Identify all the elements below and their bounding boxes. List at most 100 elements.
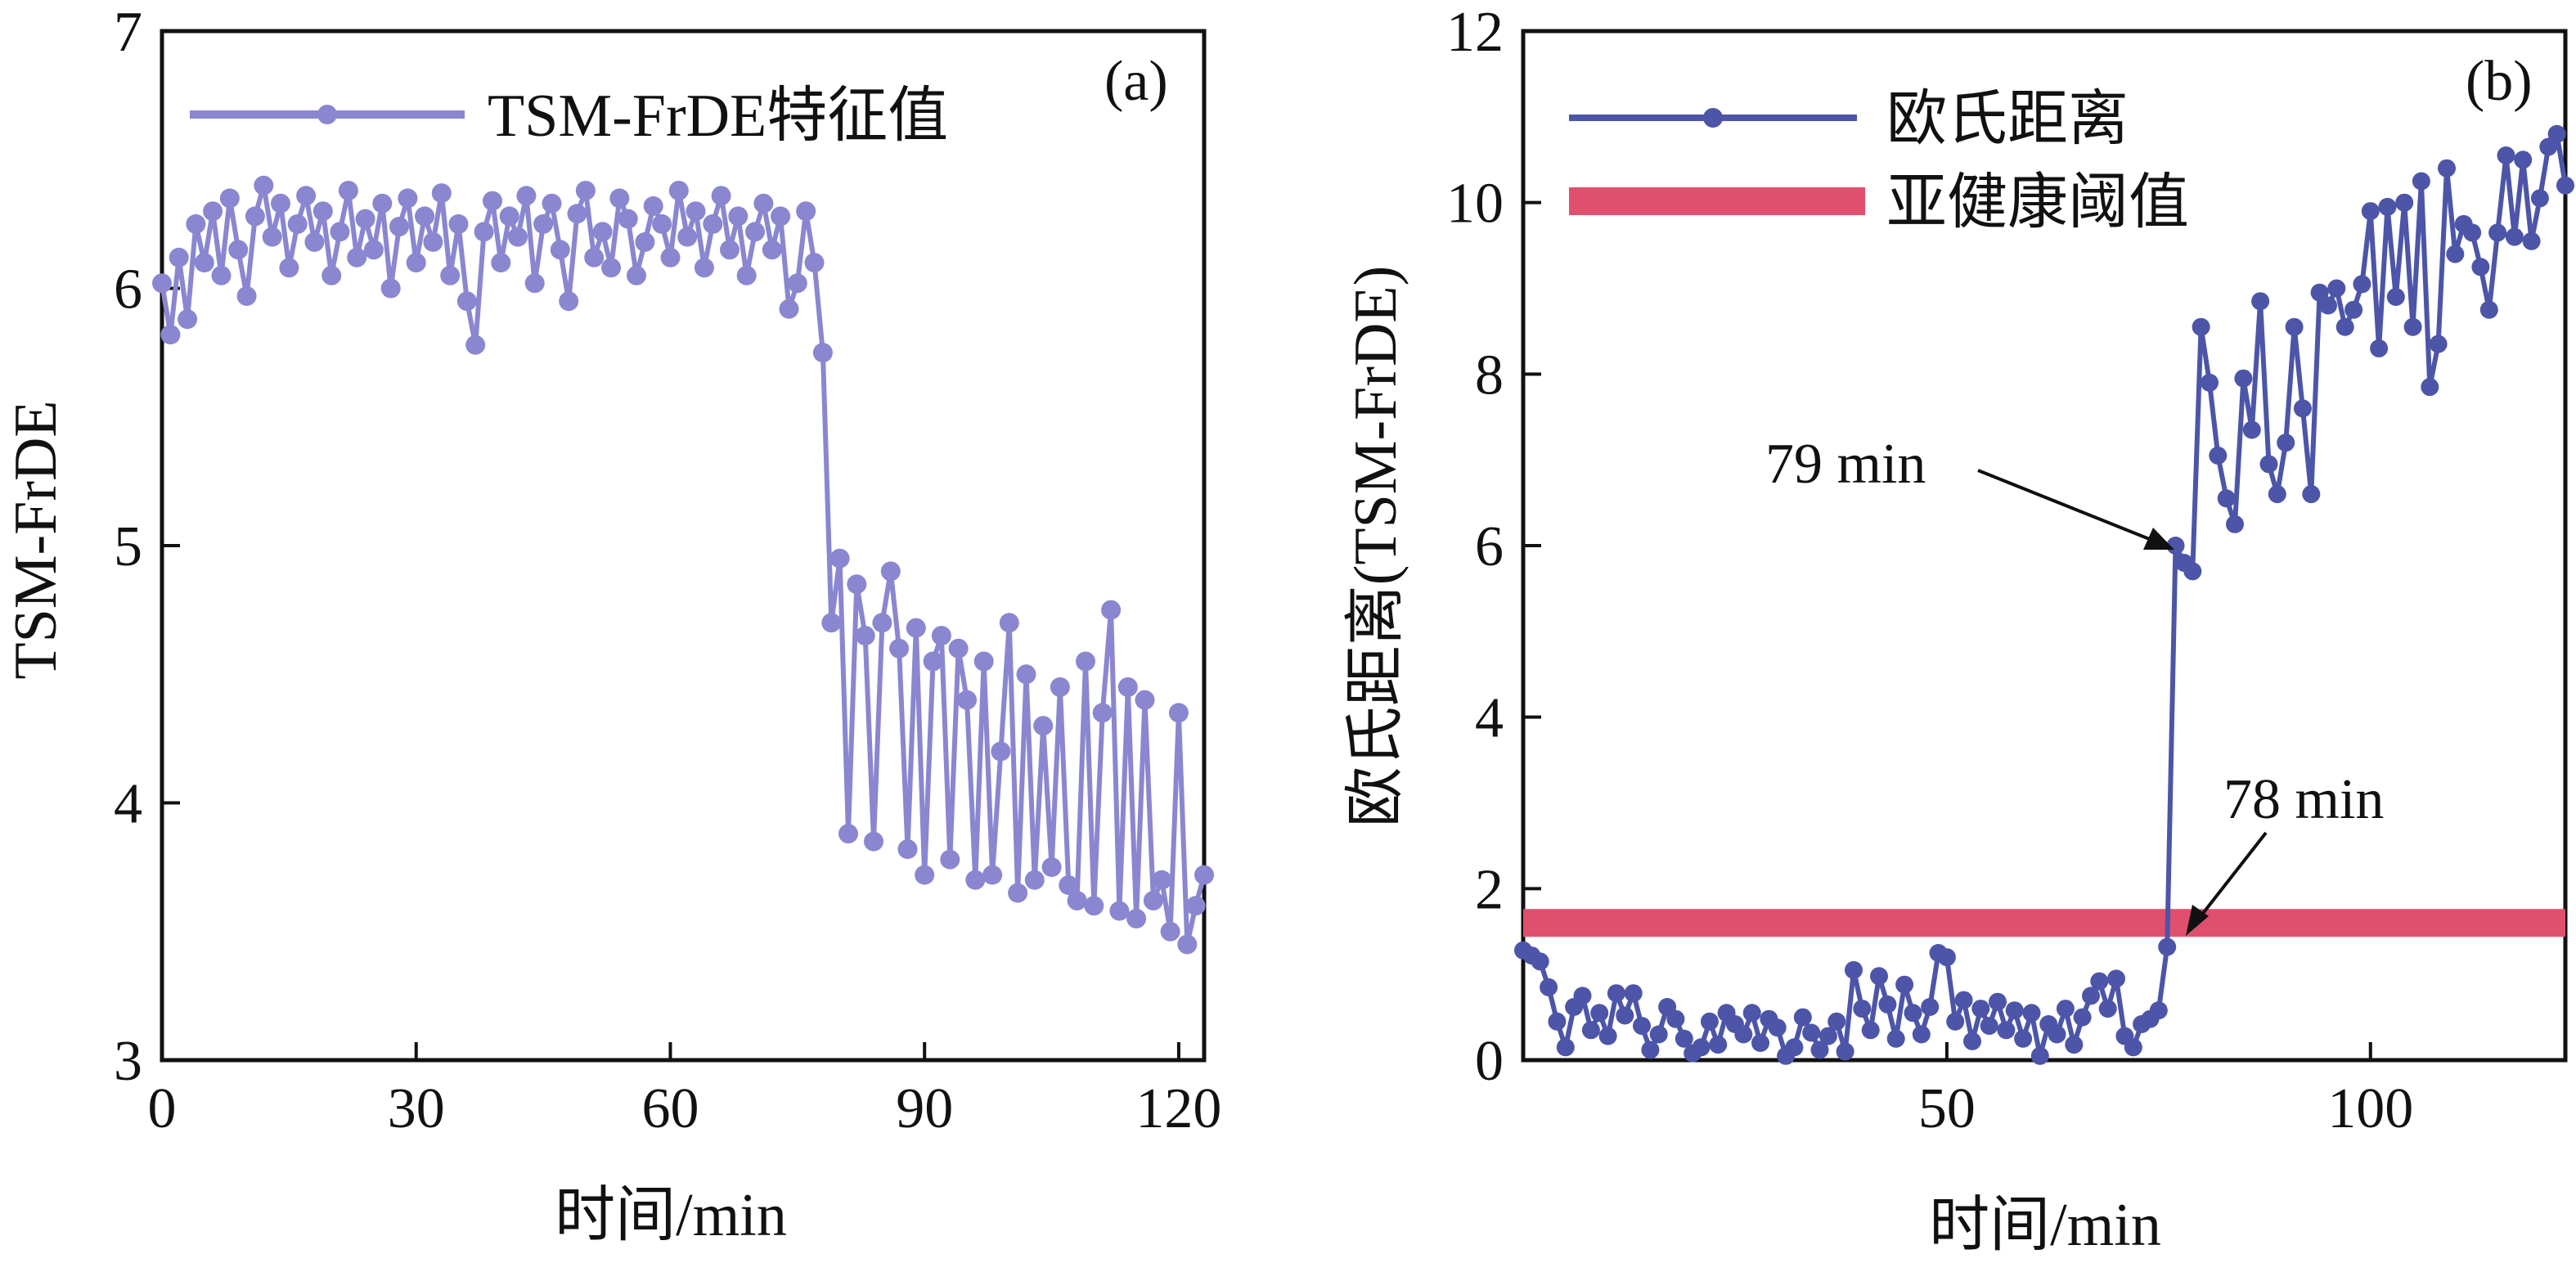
data-point <box>2030 1046 2049 1065</box>
panel-a-legend: TSM-FrDE特征值 <box>190 83 948 150</box>
data-point <box>2022 1004 2041 1023</box>
data-point <box>1878 995 1897 1014</box>
data-point <box>338 181 358 200</box>
x-tick-label: 0 <box>148 1077 177 1140</box>
data-point <box>499 206 519 227</box>
data-point <box>2505 227 2524 246</box>
data-point <box>991 741 1011 762</box>
data-point <box>2395 193 2414 212</box>
data-point <box>321 265 342 285</box>
panel-a-tick-labels: 0 30 60 90 120 3 4 5 6 7 <box>114 1 1221 1140</box>
data-point <box>745 222 765 242</box>
data-point <box>1590 1004 1609 1023</box>
data-point <box>720 240 740 260</box>
panel-b-legend-label-distance: 欧氏距离 <box>1886 86 2129 153</box>
panel-b-legend-marker <box>1703 108 1723 128</box>
x-tick-label: 50 <box>1918 1077 1976 1140</box>
data-point <box>440 265 461 285</box>
data-point <box>2302 485 2321 504</box>
data-point <box>829 548 850 569</box>
x-tick-label: 60 <box>641 1077 699 1140</box>
data-point <box>2471 258 2490 276</box>
data-point <box>940 849 960 870</box>
y-tick-label: 8 <box>1475 344 1504 407</box>
panel-b-ticks <box>1523 29 2372 1062</box>
data-point <box>931 626 951 646</box>
data-point <box>618 209 638 229</box>
data-point <box>2530 189 2549 208</box>
data-point <box>957 690 977 710</box>
x-tick-label: 30 <box>388 1077 445 1140</box>
data-point <box>1008 883 1028 903</box>
data-point <box>406 253 426 273</box>
data-point <box>236 285 257 306</box>
data-point <box>1895 975 1914 994</box>
data-point <box>2556 176 2574 195</box>
data-point <box>2319 296 2337 315</box>
data-point <box>2514 151 2533 169</box>
data-point <box>211 265 232 285</box>
data-point <box>592 222 613 242</box>
panel-b-legend: 欧氏距离 亚健康阈值 <box>1569 86 2189 236</box>
data-point <box>2463 223 2482 242</box>
data-point <box>847 574 867 595</box>
data-point <box>686 201 706 222</box>
data-point <box>169 247 189 267</box>
data-point <box>474 222 494 242</box>
data-point <box>897 839 918 860</box>
data-point <box>821 613 842 633</box>
data-point <box>1573 987 1592 1005</box>
data-point <box>2403 317 2422 336</box>
data-point <box>864 831 883 852</box>
data-point <box>694 258 714 278</box>
data-point <box>889 638 910 658</box>
data-point <box>2479 300 2498 319</box>
data-point <box>2217 489 2236 508</box>
y-tick-label: 4 <box>114 773 142 836</box>
panel-a-x-axis-label: 时间/min <box>555 1182 787 1249</box>
panel-b-y-axis-label: 欧氏距离(TSM-FrDE) <box>1342 266 1409 828</box>
data-point <box>2107 969 2125 988</box>
data-point <box>152 273 172 294</box>
data-point <box>2065 1036 2084 1054</box>
data-point <box>2310 283 2329 302</box>
data-point <box>2412 172 2430 191</box>
data-point <box>1581 1021 1600 1040</box>
data-point <box>423 231 443 252</box>
data-point <box>1126 909 1147 928</box>
data-point <box>2547 124 2566 143</box>
data-point <box>812 343 833 363</box>
data-point <box>2226 515 2244 533</box>
data-point <box>1050 677 1070 697</box>
data-point <box>982 865 1003 885</box>
data-point <box>1810 1041 1829 1059</box>
data-point <box>609 188 630 209</box>
data-point <box>1168 703 1189 723</box>
data-point <box>380 278 401 299</box>
panel-b-series <box>1514 124 2574 1065</box>
data-point <box>465 335 486 355</box>
data-point <box>160 325 181 345</box>
data-point <box>1802 1023 1821 1042</box>
data-point <box>762 240 782 260</box>
data-point <box>2539 137 2558 156</box>
data-point <box>1067 891 1087 910</box>
data-point <box>1700 1012 1719 1031</box>
data-point <box>1675 1029 1693 1048</box>
data-point <box>2098 1000 2117 1018</box>
data-point <box>643 196 663 216</box>
y-tick-label: 3 <box>114 1030 142 1093</box>
panel-a-ticks <box>160 29 1180 1062</box>
data-point <box>2158 937 2177 956</box>
data-point <box>872 613 892 633</box>
data-point <box>2005 1001 2024 1020</box>
panel-a-legend-label: TSM-FrDE特征值 <box>488 83 948 150</box>
data-point <box>1904 1004 1922 1023</box>
data-point <box>915 865 935 885</box>
data-point <box>1633 1017 1651 1036</box>
data-point <box>1540 978 1558 996</box>
data-point <box>1076 651 1095 672</box>
data-point <box>1853 1000 1872 1018</box>
data-point <box>1624 984 1643 1003</box>
